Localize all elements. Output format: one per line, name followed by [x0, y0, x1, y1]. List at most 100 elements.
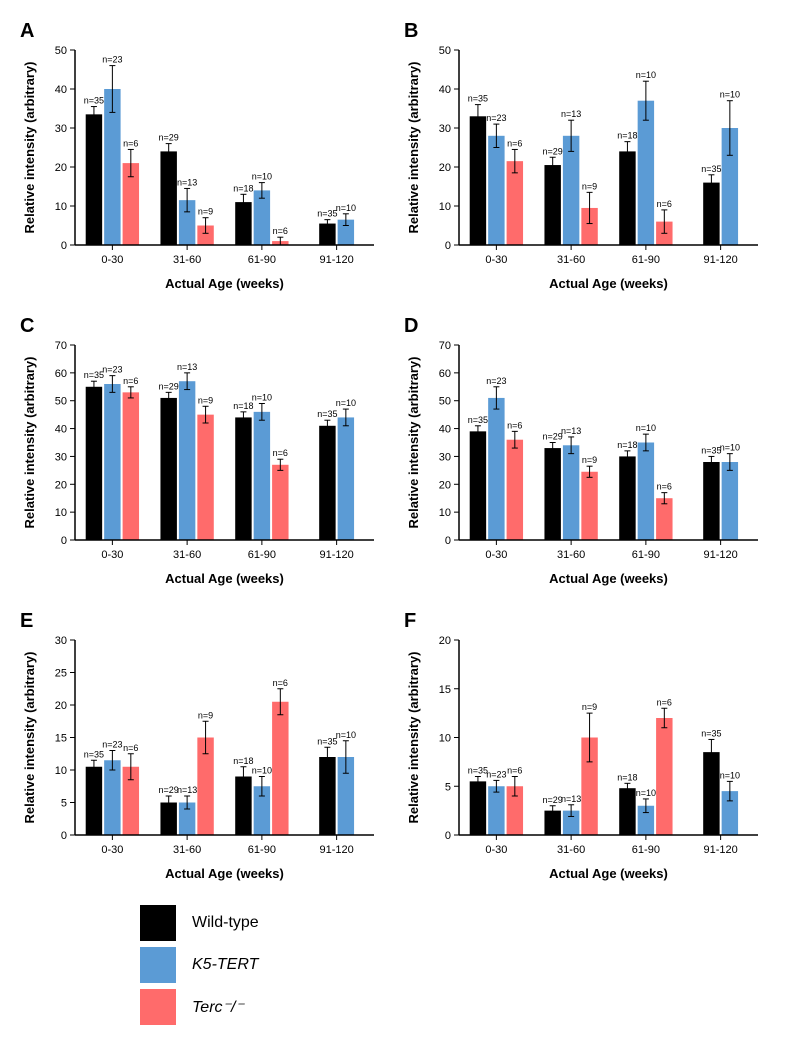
n-label: n=13 [561, 426, 581, 436]
bar-wt [319, 757, 335, 835]
n-label: n=18 [617, 131, 637, 141]
bar-wt [544, 165, 560, 245]
n-label: n=10 [720, 770, 740, 780]
y-tick-label: 50 [439, 396, 451, 408]
bar-k5 [104, 384, 120, 540]
x-tick-label: 61-90 [248, 254, 276, 266]
n-label: n=29 [159, 133, 179, 143]
y-tick-label: 40 [439, 424, 451, 436]
panel-f: F05101520n=35n=23n=60-30n=29n=13n=931-60… [404, 610, 768, 895]
chart-svg: 010203040506070n=35n=23n=60-30n=29n=13n=… [404, 315, 768, 595]
legend-item: Terc⁻/⁻ [140, 989, 769, 1025]
n-label: n=9 [582, 702, 597, 712]
y-tick-label: 0 [445, 535, 451, 547]
legend-swatch [140, 905, 176, 941]
bar-terc [656, 718, 672, 835]
x-tick-label: 61-90 [632, 254, 660, 266]
n-label: n=29 [543, 795, 563, 805]
x-tick-label: 31-60 [557, 549, 585, 561]
bar-k5 [338, 417, 354, 540]
x-tick-label: 61-90 [632, 844, 660, 856]
y-axis-label: Relative intensity (arbitrary) [22, 652, 37, 824]
legend-item: K5-TERT [140, 947, 769, 983]
panel-d: D010203040506070n=35n=23n=60-30n=29n=13n… [404, 315, 768, 600]
panel-a: A01020304050n=35n=23n=60-30n=29n=13n=931… [20, 20, 384, 305]
y-tick-label: 20 [55, 162, 67, 174]
y-tick-label: 0 [61, 535, 67, 547]
n-label: n=13 [177, 177, 197, 187]
x-tick-label: 61-90 [248, 844, 276, 856]
figure: A01020304050n=35n=23n=60-30n=29n=13n=931… [20, 20, 769, 1025]
n-label: n=10 [720, 90, 740, 100]
x-tick-label: 31-60 [173, 844, 201, 856]
chart-svg: 01020304050n=35n=23n=60-30n=29n=13n=931-… [404, 20, 768, 300]
bar-wt [470, 116, 486, 245]
n-label: n=10 [336, 203, 356, 213]
legend-swatch [140, 989, 176, 1025]
n-label: n=23 [486, 376, 506, 386]
n-label: n=10 [720, 443, 740, 453]
y-tick-label: 20 [439, 479, 451, 491]
bar-wt [619, 151, 635, 245]
bar-terc [272, 465, 288, 540]
x-tick-label: 0-30 [101, 254, 123, 266]
n-label: n=6 [657, 697, 672, 707]
n-label: n=35 [701, 164, 721, 174]
y-tick-label: 20 [55, 479, 67, 491]
bar-terc [507, 440, 523, 540]
n-label: n=35 [701, 445, 721, 455]
bar-k5 [488, 786, 504, 835]
y-tick-label: 50 [439, 45, 451, 57]
bar-k5 [722, 462, 738, 540]
y-tick-label: 30 [439, 123, 451, 135]
n-label: n=13 [561, 794, 581, 804]
x-tick-label: 61-90 [632, 549, 660, 561]
y-tick-label: 40 [439, 84, 451, 96]
legend-label: Terc⁻/⁻ [192, 997, 244, 1017]
legend-label: Wild-type [192, 914, 259, 932]
y-tick-label: 70 [55, 340, 67, 352]
y-tick-label: 15 [439, 684, 451, 696]
n-label: n=6 [273, 678, 288, 688]
x-tick-label: 31-60 [173, 254, 201, 266]
n-label: n=10 [336, 398, 356, 408]
y-axis-label: Relative intensity (arbitrary) [22, 357, 37, 529]
n-label: n=23 [486, 113, 506, 123]
bar-terc [123, 392, 139, 540]
n-label: n=10 [636, 788, 656, 798]
n-label: n=29 [159, 381, 179, 391]
n-label: n=23 [102, 740, 122, 750]
y-tick-label: 0 [61, 830, 67, 842]
panel-label: F [404, 610, 416, 633]
x-tick-label: 91-120 [703, 549, 737, 561]
panel-c: C010203040506070n=35n=23n=60-30n=29n=13n… [20, 315, 384, 600]
n-label: n=6 [507, 766, 522, 776]
y-tick-label: 10 [55, 507, 67, 519]
y-tick-label: 20 [439, 162, 451, 174]
n-label: n=10 [636, 70, 656, 80]
y-tick-label: 10 [439, 733, 451, 745]
x-tick-label: 31-60 [557, 254, 585, 266]
y-axis-label: Relative intensity (arbitrary) [22, 62, 37, 234]
n-label: n=18 [233, 756, 253, 766]
n-label: n=23 [486, 769, 506, 779]
bar-terc [272, 702, 288, 835]
bar-wt [703, 462, 719, 540]
n-label: n=35 [468, 766, 488, 776]
n-label: n=35 [84, 370, 104, 380]
x-tick-label: 91-120 [319, 254, 353, 266]
y-axis-label: Relative intensity (arbitrary) [406, 652, 421, 824]
bar-wt [86, 387, 102, 540]
panel-label: B [404, 20, 418, 43]
bar-wt [470, 781, 486, 835]
n-label: n=9 [198, 207, 213, 217]
n-label: n=13 [561, 109, 581, 119]
x-tick-label: 0-30 [485, 254, 507, 266]
y-tick-label: 30 [439, 451, 451, 463]
chart-svg: 01020304050n=35n=23n=60-30n=29n=13n=931-… [20, 20, 384, 300]
bar-terc [507, 161, 523, 245]
y-tick-label: 10 [55, 765, 67, 777]
chart-svg: 010203040506070n=35n=23n=60-30n=29n=13n=… [20, 315, 384, 595]
n-label: n=10 [252, 172, 272, 182]
bar-wt [235, 417, 251, 540]
